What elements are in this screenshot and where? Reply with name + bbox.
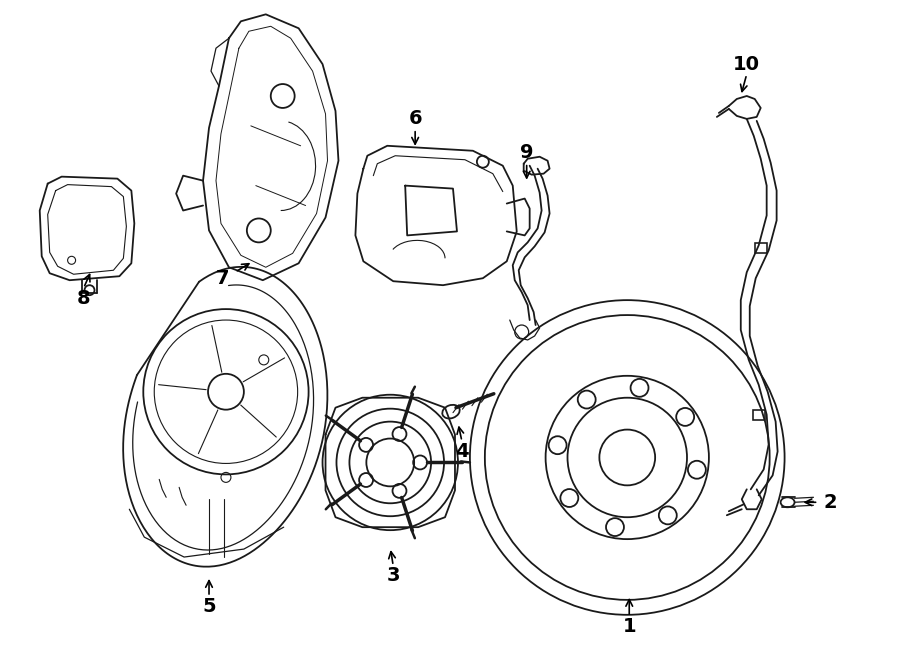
- Text: 1: 1: [623, 617, 636, 636]
- Text: 10: 10: [734, 55, 760, 73]
- Text: 7: 7: [216, 269, 230, 288]
- Bar: [755, 244, 767, 254]
- Text: 2: 2: [824, 493, 837, 512]
- Text: 6: 6: [409, 109, 422, 128]
- Bar: [752, 410, 765, 420]
- Text: 3: 3: [386, 567, 400, 585]
- Text: 5: 5: [202, 597, 216, 616]
- Text: 9: 9: [520, 143, 534, 162]
- Text: 4: 4: [455, 442, 469, 461]
- Text: 8: 8: [76, 289, 90, 308]
